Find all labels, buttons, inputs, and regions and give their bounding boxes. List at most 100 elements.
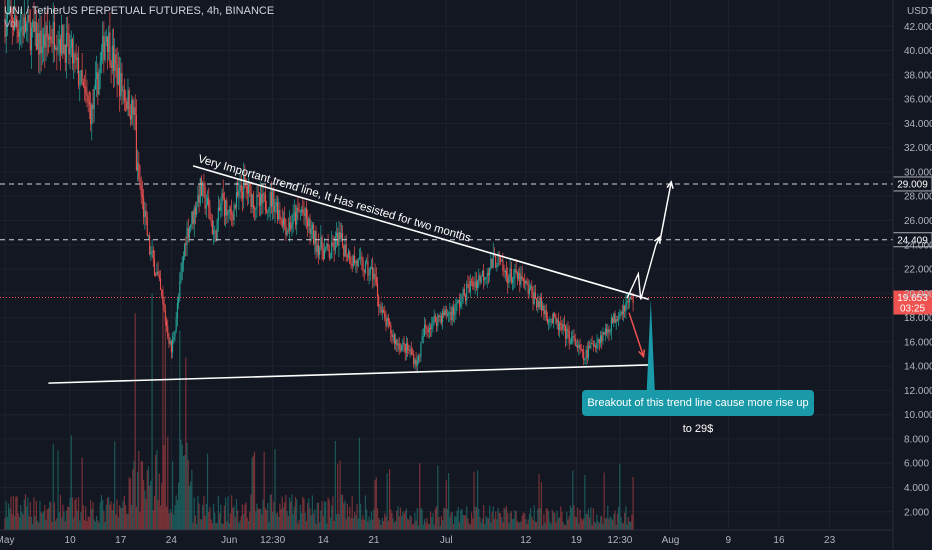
volume-bar (50, 502, 52, 530)
volume-bar (182, 456, 185, 530)
volume-bar (426, 517, 428, 530)
candle-body (532, 292, 534, 304)
candle-body (205, 205, 207, 209)
volume-bar (417, 525, 420, 530)
volume-bar (255, 511, 257, 530)
time-tick-label: Jun (221, 535, 237, 546)
candle-body (6, 13, 8, 19)
volume-bar (259, 508, 262, 530)
candle-body (246, 186, 248, 194)
volume-bar (397, 506, 399, 530)
candle-body (262, 193, 264, 204)
candle-body (567, 328, 569, 331)
volume-bar (262, 499, 264, 530)
volume-bar (184, 455, 186, 530)
candle-body (592, 343, 594, 347)
volume-bar (382, 521, 385, 530)
candle-body (47, 36, 49, 40)
candle-body (114, 54, 116, 71)
volume-bar (191, 469, 193, 530)
volume-bar (335, 514, 338, 530)
candle-body (286, 230, 288, 236)
candle-body (511, 279, 514, 283)
price-axis[interactable]: USDT 42.000 40.000 38.000 36.000 34.000 32.000… (892, 0, 932, 550)
volume-bar (333, 520, 335, 530)
volume-bar (415, 520, 417, 530)
candle-body (393, 334, 395, 344)
candle-body (625, 302, 627, 312)
volume-bar (44, 505, 46, 530)
candle-body (340, 233, 342, 240)
volume-bar (327, 497, 329, 530)
candle-body (67, 33, 69, 34)
candle-body (563, 324, 565, 327)
candle-body (569, 342, 571, 344)
volume-bar (340, 495, 342, 530)
candle-body (351, 263, 353, 266)
candle-body (34, 21, 36, 32)
candle-body (419, 356, 421, 358)
candle-body (131, 99, 133, 120)
volume-bar (513, 518, 515, 530)
time-tick-label: 14 (318, 535, 330, 546)
volume-bar (328, 500, 330, 530)
volume-bar (197, 495, 199, 530)
volume-bar (104, 522, 106, 530)
volume-bar (303, 498, 305, 530)
candle-body (319, 248, 321, 255)
volume-bar (452, 524, 455, 530)
candle-body (184, 243, 186, 257)
candle-body (628, 298, 631, 303)
candle-body (20, 27, 22, 32)
candle-body (444, 309, 446, 316)
volume-bar (403, 513, 405, 530)
volume-bar (603, 472, 605, 530)
candle-body (32, 21, 34, 28)
volume-bar (378, 518, 380, 530)
volume-bar (578, 523, 580, 530)
candle-body (74, 53, 76, 55)
candle-body (477, 280, 479, 288)
volume-bar (11, 514, 13, 530)
candle-body (490, 259, 492, 269)
projection-arrows (626, 180, 674, 390)
candle-body (437, 314, 439, 327)
candle-body (369, 267, 371, 275)
candle-body (587, 346, 590, 358)
candle-body (299, 211, 301, 213)
volume-bar (110, 501, 112, 530)
volume-bar (64, 521, 66, 530)
candle-body (144, 210, 146, 217)
candle-body (548, 319, 550, 323)
candle-body (422, 336, 424, 337)
symbol-title[interactable]: UNI / TetherUS PERPETUAL FUTURES, 4h, BI… (4, 5, 275, 17)
candle-body (220, 204, 222, 211)
volume-bar (520, 521, 522, 530)
candle-body (50, 36, 52, 43)
candle-body (55, 47, 57, 49)
candle-body (161, 289, 163, 296)
candle-body (595, 345, 597, 349)
volume-bar (320, 510, 322, 530)
time-axis[interactable]: May 10 17 24 Jun 12:30 14 21 Jul 12 19 12:30 Aug 9 16 2… (0, 529, 893, 546)
volume-bar (462, 514, 464, 530)
volume-bar (374, 480, 376, 530)
candle-body (169, 340, 171, 344)
volume-bar (523, 513, 526, 530)
candle-body (147, 235, 150, 237)
candle-body (432, 317, 434, 324)
candle-body (357, 258, 359, 267)
volume-bar (510, 511, 512, 530)
candle-body (370, 266, 373, 268)
candle-body (256, 194, 258, 208)
volume-bar (263, 451, 265, 530)
volume-bar (100, 495, 103, 530)
volume-bar (218, 513, 221, 530)
candle-body (111, 45, 113, 68)
price-tick-label: 2.000 (904, 507, 929, 518)
volume-bar (542, 525, 544, 530)
candle-body (266, 210, 268, 213)
candle-body (376, 283, 379, 297)
volume-bar (505, 505, 508, 530)
